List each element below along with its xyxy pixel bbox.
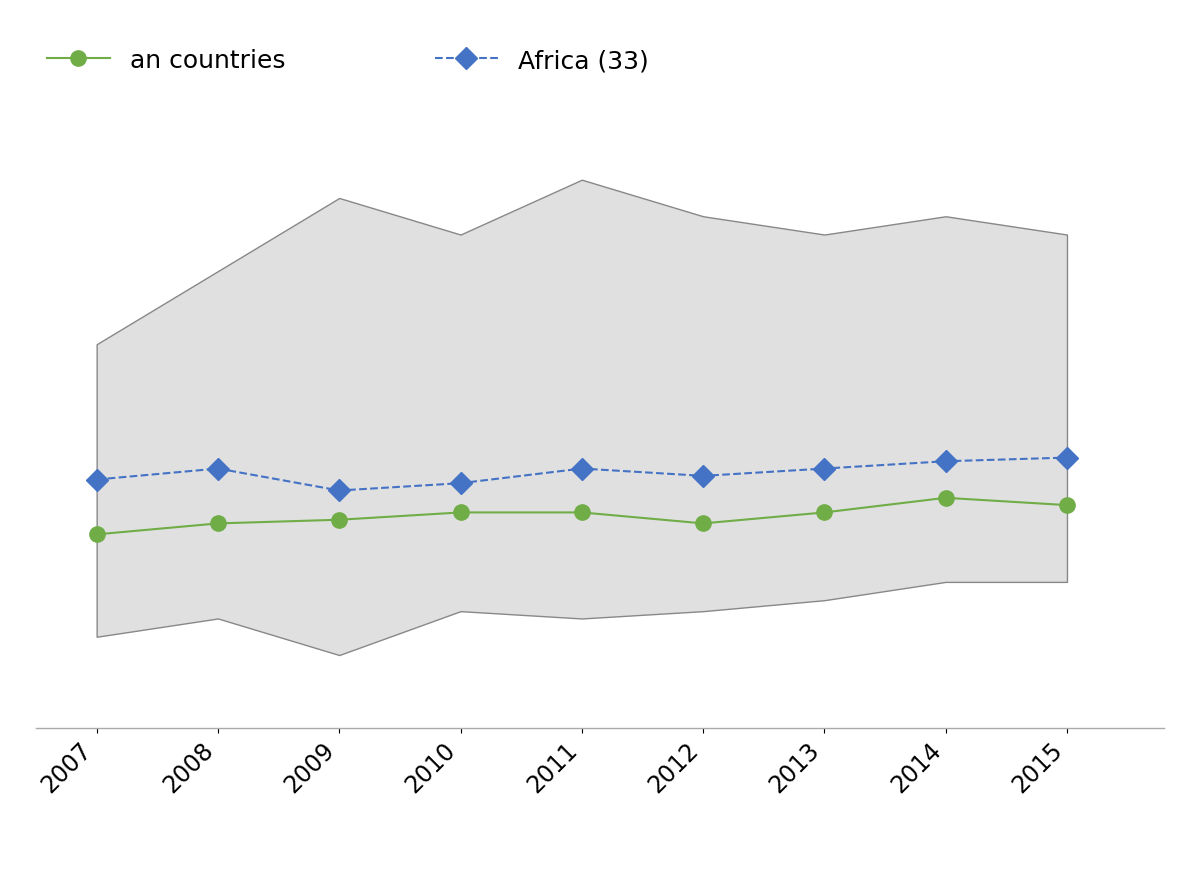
an countries: [332, 514, 347, 525]
Africa (33): [332, 485, 347, 496]
an countries: [211, 518, 226, 528]
an countries: [696, 518, 710, 528]
an countries: [1060, 500, 1074, 511]
an countries: [938, 493, 953, 503]
Line: Africa (33): Africa (33): [89, 450, 1075, 498]
Africa (33): [211, 464, 226, 474]
an countries: [817, 507, 832, 518]
Legend: an countries, Africa (33): an countries, Africa (33): [37, 38, 659, 83]
an countries: [90, 529, 104, 540]
Africa (33): [1060, 452, 1074, 463]
an countries: [575, 507, 589, 518]
Africa (33): [817, 464, 832, 474]
an countries: [454, 507, 468, 518]
Africa (33): [696, 471, 710, 481]
Africa (33): [90, 474, 104, 485]
Africa (33): [454, 478, 468, 488]
Africa (33): [938, 456, 953, 466]
Africa (33): [575, 464, 589, 474]
Line: an countries: an countries: [89, 490, 1075, 542]
